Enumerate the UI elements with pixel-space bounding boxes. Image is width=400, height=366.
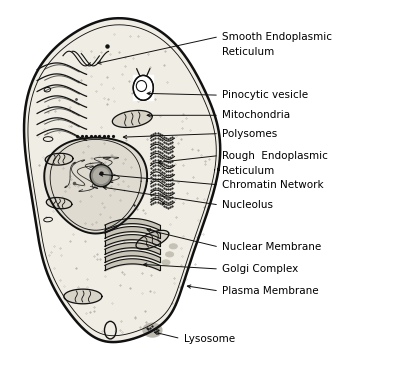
Polygon shape (64, 289, 102, 304)
Text: Smooth Endoplasmic: Smooth Endoplasmic (222, 31, 332, 42)
Text: Lysosome: Lysosome (184, 333, 235, 344)
Text: Chromatin Network: Chromatin Network (222, 180, 324, 190)
Text: Nucleolus: Nucleolus (222, 200, 273, 210)
Text: Pinocytic vesicle: Pinocytic vesicle (222, 90, 308, 100)
Text: Polysomes: Polysomes (222, 128, 277, 139)
Polygon shape (136, 230, 169, 249)
Text: Reticulum: Reticulum (222, 166, 274, 176)
Text: Golgi Complex: Golgi Complex (222, 264, 298, 274)
Text: Plasma Membrane: Plasma Membrane (222, 286, 318, 296)
Text: Rough  Endoplasmic: Rough Endoplasmic (222, 150, 328, 161)
Polygon shape (45, 153, 73, 165)
Polygon shape (44, 138, 147, 234)
Ellipse shape (169, 244, 177, 249)
Polygon shape (46, 198, 72, 209)
Ellipse shape (166, 252, 174, 257)
Text: Reticulum: Reticulum (222, 47, 274, 57)
Circle shape (94, 168, 109, 183)
Polygon shape (133, 75, 153, 100)
Ellipse shape (162, 260, 170, 265)
Polygon shape (112, 111, 152, 127)
Ellipse shape (143, 323, 162, 337)
Text: Mitochondria: Mitochondria (222, 110, 290, 120)
Text: Nuclear Membrane: Nuclear Membrane (222, 242, 321, 252)
Polygon shape (24, 18, 220, 342)
Circle shape (90, 165, 112, 187)
